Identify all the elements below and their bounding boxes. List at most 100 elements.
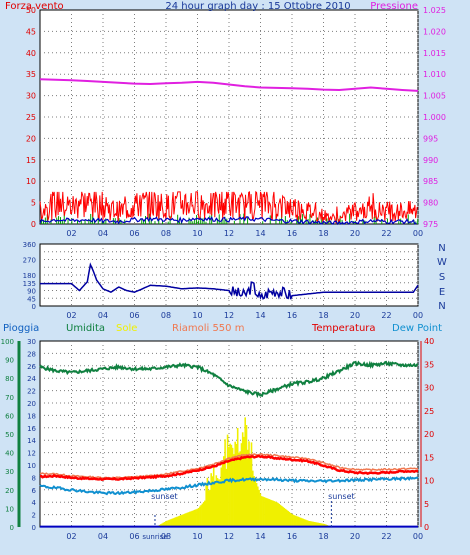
sun-bar [259,493,262,527]
x-tick-label: 00 [413,532,423,541]
sun-bar [306,520,308,527]
compass-label: S [439,272,445,283]
temperature-tick-label: 0 [424,523,429,532]
humidity-tick-label: 30 [27,338,36,346]
sun-bar [181,514,183,527]
sun-bar [231,447,234,527]
legend-pioggia: Pioggia [3,323,39,334]
sun-bar [225,468,228,527]
rain-tick-label: 0 [10,524,14,532]
sun-bar [264,497,267,527]
x-tick-label: 10 [192,532,202,541]
sun-bar [262,496,264,527]
sun-bar [296,516,298,527]
sun-bar [185,513,187,527]
x-tick-label: 16 [287,311,297,320]
sun-bar [161,523,163,527]
sun-bar [212,466,215,527]
temperature-tick-label: 35 [424,360,434,369]
y-left-tick-label: 15 [26,156,36,165]
humidity-tick-label: 8 [32,474,36,482]
sun-bar [288,511,291,527]
sun-bar [252,470,254,527]
x-tick-label: 08 [161,311,171,320]
rain-tick-label: 20 [5,487,14,495]
sun-bar [182,514,185,527]
compass-label: E [439,287,445,298]
rain-tick-label: 80 [5,375,14,383]
sun-bar [223,456,225,527]
rain-tick-label: 50 [5,431,14,439]
sun-bar [289,512,292,527]
temperature-tick-label: 20 [424,430,434,439]
sun-bar [209,489,211,527]
sun-bar [192,510,195,527]
sun-bar [282,506,284,527]
sun-bar [293,515,296,527]
sun-bar [194,509,196,527]
y-left-tick-label: 5 [31,199,36,208]
sun-bar [287,510,289,527]
sun-bar [298,517,301,527]
sun-bar [268,499,270,527]
y-right-tick-label: 1.000 [423,113,446,122]
chart-title: 24 hour graph day : 15 Ottobre 2010 [165,1,350,12]
sun-bar [272,500,274,527]
humidity-tick-label: 26 [27,363,36,371]
sun-bar [263,497,265,527]
wind-axis-title: Forza vento [5,1,64,12]
humidity-tick-label: 2 [32,512,36,520]
sun-bar [202,502,205,527]
x-tick-label: 18 [318,311,328,320]
temperature-line [39,454,419,482]
sun-bar [233,454,235,527]
y-left-tick-label: 10 [26,177,36,186]
sun-bar [311,521,313,527]
sun-bar [229,443,231,527]
x-tick-label: 06 [129,229,139,238]
sun-bar [318,523,321,527]
sun-bar [163,522,166,527]
sunrise-label: sunrise [142,533,167,541]
sun-bar [216,478,219,527]
sun-bar [291,513,293,527]
x-tick-label: 02 [66,311,76,320]
sun-bar [277,502,279,527]
x-tick-label: 12 [224,229,234,238]
sun-bar [221,461,224,527]
sun-bar [249,454,252,527]
humidity-tick-label: 10 [27,462,36,470]
x-tick-label: 06 [129,532,139,541]
dewpoint-line [39,476,419,496]
rain-tick-label: 60 [5,412,14,420]
x-tick-label: 18 [318,532,328,541]
sun-bar [173,517,176,527]
sun-bar [176,516,178,527]
x-tick-label: 00 [413,229,423,238]
temperature-tick-label: 5 [424,500,429,509]
legend-temperatura: Temperatura [311,323,376,334]
sun-bar [199,506,201,527]
sun-bar [211,476,214,527]
sun-bar [200,505,202,527]
sun-bar [238,452,240,527]
rain-tick-label: 30 [5,468,14,476]
sun-bar [322,523,325,527]
x-tick-label: 00 [413,311,423,320]
sun-bar [195,509,197,527]
compass-label: N [438,243,445,254]
sun-bar [267,498,269,527]
x-tick-label: 10 [192,229,202,238]
sun-bar [206,477,209,527]
direction-tick-label: 180 [23,272,36,280]
x-tick-label: 06 [129,311,139,320]
wind-avg-line [39,216,417,226]
sun-bar [308,521,311,527]
sun-bar [248,441,250,527]
rain-tick-label: 100 [1,338,14,346]
sun-bar [205,483,207,527]
sun-bar [301,518,303,527]
sun-bar [236,428,239,527]
legend-sole: Sole [116,323,137,334]
